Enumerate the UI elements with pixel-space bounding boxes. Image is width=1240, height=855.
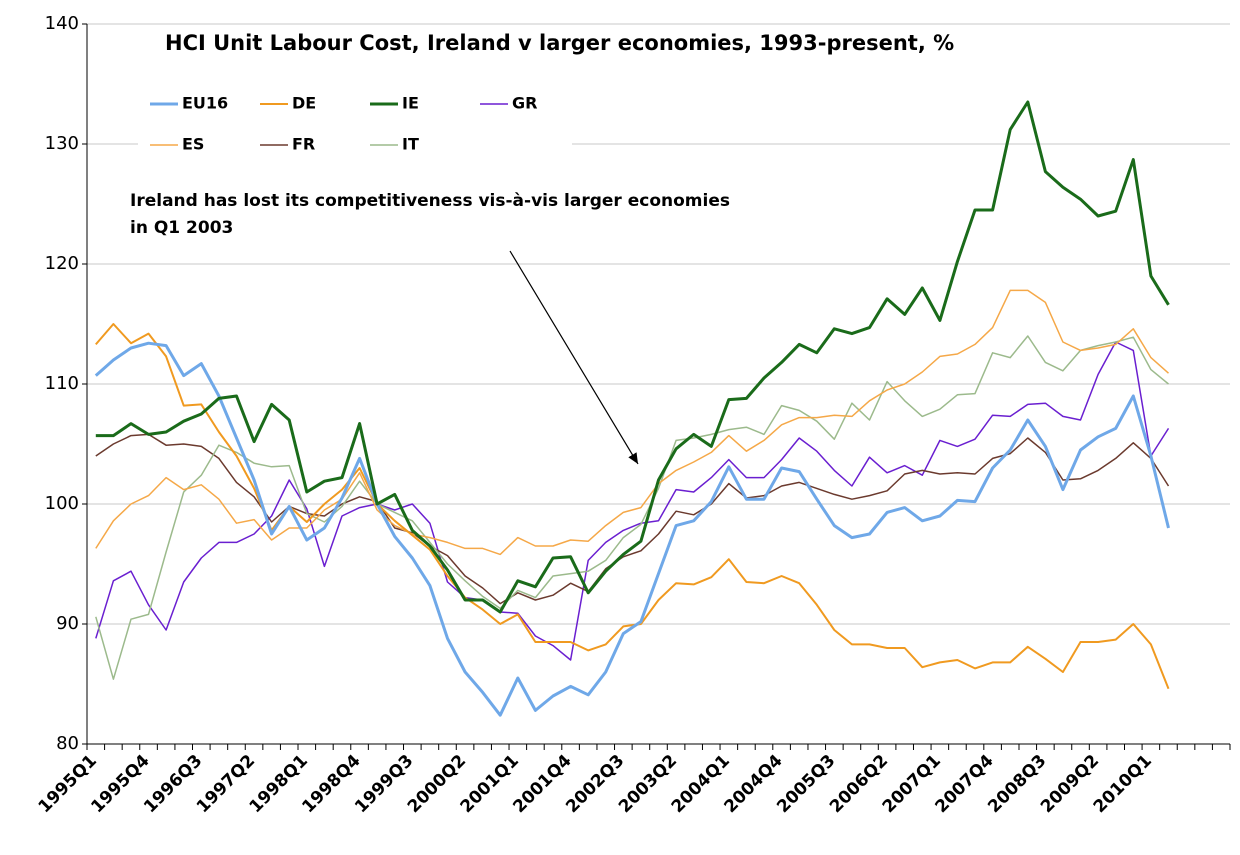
chart-title: HCI Unit Labour Cost, Ireland v larger e… — [165, 31, 954, 55]
y-tick-label: 140 — [45, 13, 79, 34]
series-line — [95, 433, 1170, 605]
plot-area — [94, 100, 1170, 717]
series-line — [95, 323, 1170, 690]
y-tick-label: 110 — [45, 373, 79, 394]
y-tick-label: 120 — [45, 253, 79, 274]
legend-label: FR — [292, 135, 315, 154]
x-tick-label: 2010Q1 — [1090, 751, 1156, 817]
series-line — [95, 100, 1170, 614]
series-line — [95, 341, 1170, 661]
y-tick-label: 100 — [45, 493, 79, 514]
y-tick-label: 130 — [45, 133, 79, 154]
legend-label: EU16 — [182, 94, 228, 113]
y-tick-label: 80 — [56, 733, 79, 754]
annotation: Ireland has lost its competitiveness vis… — [130, 191, 730, 211]
annotation: in Q1 2003 — [130, 218, 233, 238]
series-line — [95, 335, 1169, 680]
legend-label: ES — [182, 135, 204, 154]
annotation-arrow — [509, 250, 639, 465]
legend-box — [138, 86, 572, 162]
legend-label: GR — [512, 94, 537, 113]
series-line — [95, 289, 1169, 556]
series-line — [94, 341, 1170, 717]
legend-label: IE — [402, 94, 419, 113]
legend-label: IT — [402, 135, 419, 154]
y-tick-label: 90 — [56, 613, 79, 634]
legend-label: DE — [292, 94, 316, 113]
legend: EU16 DE IE GR ES FR IT — [150, 94, 537, 154]
